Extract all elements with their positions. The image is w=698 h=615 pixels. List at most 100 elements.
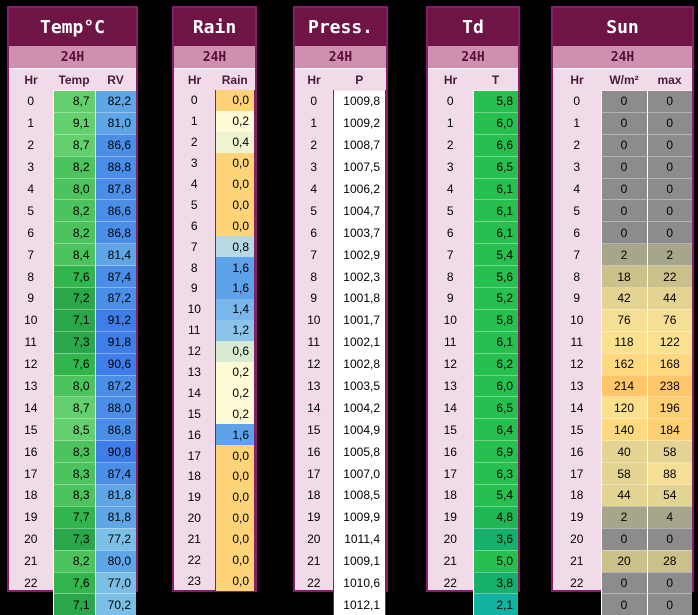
rv-cell: 87,2 bbox=[95, 288, 136, 310]
dewpoint-cell: 6,1 bbox=[473, 222, 518, 244]
hour-cell: 5 bbox=[174, 194, 215, 215]
pressure-cell: 1001,7 bbox=[333, 309, 386, 331]
hour-cell: 0 bbox=[428, 91, 473, 113]
dewpoint-cell: 6,1 bbox=[473, 178, 518, 200]
dewpoint-cell: 3,6 bbox=[473, 528, 518, 550]
hour-cell: 6 bbox=[9, 222, 53, 244]
rain-cell: 0,2 bbox=[215, 362, 255, 383]
rain-cell: 0,0 bbox=[215, 508, 255, 529]
hour-cell: 8 bbox=[553, 266, 601, 288]
rv-cell: 88,8 bbox=[95, 156, 136, 178]
hour-cell: 16 bbox=[553, 441, 601, 463]
td-panel-title: Td bbox=[428, 8, 518, 46]
pressure-cell: 1006,2 bbox=[333, 178, 386, 200]
dewpoint-cell: 3,8 bbox=[473, 572, 518, 594]
hour-cell: 15 bbox=[553, 419, 601, 441]
rain-cell: 0,0 bbox=[215, 174, 255, 195]
hour-cell: 6 bbox=[295, 222, 333, 244]
hour-cell: 14 bbox=[9, 397, 53, 419]
hour-cell: 16 bbox=[295, 441, 333, 463]
hour-cell: 12 bbox=[295, 353, 333, 375]
pressure-cell: 1001,8 bbox=[333, 288, 386, 310]
hour-cell: 2 bbox=[428, 134, 473, 156]
temp-cell: 8,3 bbox=[53, 441, 95, 463]
col-hr: Hr bbox=[553, 69, 601, 91]
hour-cell: 20 bbox=[9, 528, 53, 550]
hour-cell: 13 bbox=[174, 362, 215, 383]
sun-max-cell: 58 bbox=[647, 441, 692, 463]
hour-cell: 15 bbox=[428, 419, 473, 441]
sun-wm2-cell: 40 bbox=[601, 441, 647, 463]
sun-max-cell: 0 bbox=[647, 112, 692, 134]
hour-cell: 4 bbox=[174, 174, 215, 195]
pressure-cell: 1004,7 bbox=[333, 200, 386, 222]
temp-cell: 7,1 bbox=[53, 309, 95, 331]
hour-cell: 19 bbox=[553, 506, 601, 528]
sun-wm2-cell: 0 bbox=[601, 91, 647, 113]
rain-cell: 1,6 bbox=[215, 257, 255, 278]
sun-max-cell: 76 bbox=[647, 309, 692, 331]
hour-cell: 12 bbox=[553, 353, 601, 375]
dewpoint-cell: 5,8 bbox=[473, 309, 518, 331]
dewpoint-cell: 6,1 bbox=[473, 331, 518, 353]
sun-wm2-cell: 0 bbox=[601, 112, 647, 134]
pressure-cell: 1009,9 bbox=[333, 506, 386, 528]
rv-cell: 81,0 bbox=[95, 112, 136, 134]
sun-max-cell: 0 bbox=[647, 178, 692, 200]
hour-cell: 13 bbox=[553, 375, 601, 397]
hour-cell: 6 bbox=[174, 215, 215, 236]
hour-cell: 4 bbox=[9, 178, 53, 200]
rv-cell: 86,8 bbox=[95, 419, 136, 441]
temp-cell: 8,3 bbox=[53, 485, 95, 507]
dewpoint-cell: 5,0 bbox=[473, 550, 518, 572]
hour-cell: 23 bbox=[295, 594, 333, 615]
rv-cell: 87,4 bbox=[95, 463, 136, 485]
hour-cell: 21 bbox=[553, 550, 601, 572]
temp-cell: 8,2 bbox=[53, 550, 95, 572]
sun-wm2-cell: 0 bbox=[601, 572, 647, 594]
